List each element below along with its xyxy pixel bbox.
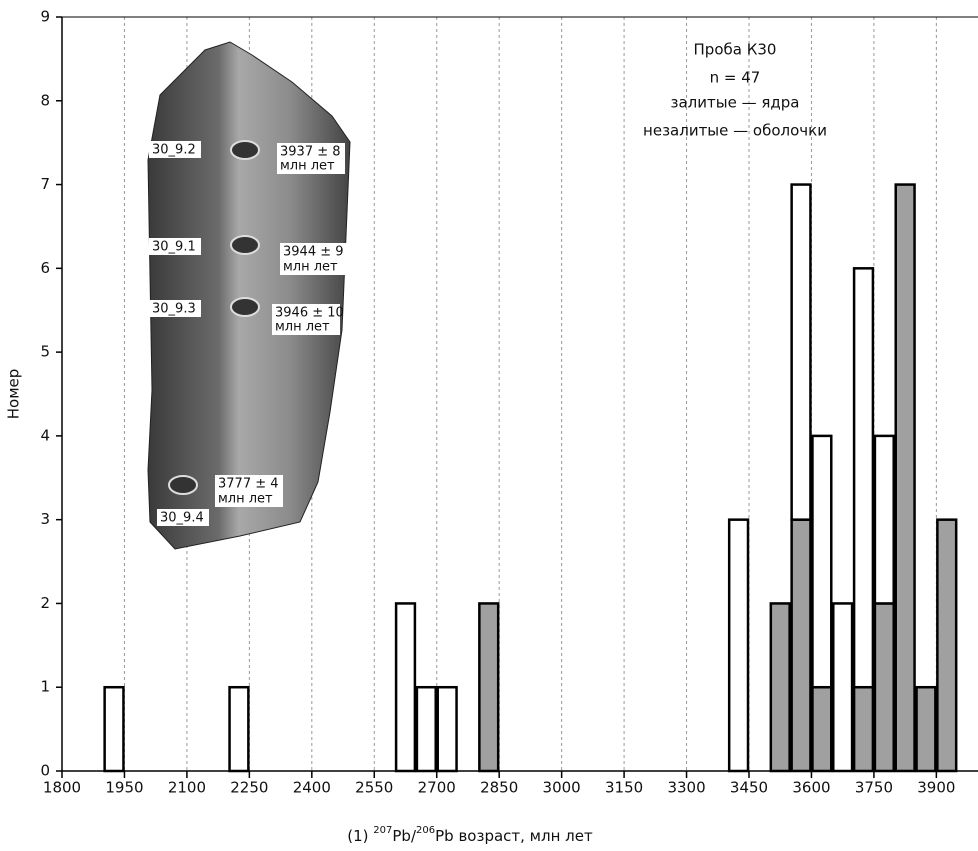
spot-label: млн лет (280, 159, 335, 174)
bar (729, 520, 748, 771)
y-tick-label: 5 (40, 343, 50, 361)
x-axis-label: (1) 207Pb/206Pb возраст, млн лет (347, 825, 593, 845)
annotation: Проба К30 (694, 41, 777, 59)
zircon-image (148, 42, 350, 549)
spot-label: 30_9.4 (160, 511, 204, 526)
y-tick-label: 9 (40, 8, 50, 26)
spot (231, 298, 259, 316)
spot-label: 30_9.3 (152, 302, 196, 317)
x-tick-label: 2400 (293, 779, 331, 797)
spot-label: 30_9.1 (152, 240, 196, 255)
x-tick-label: 3450 (730, 779, 768, 797)
x-tick-label: 2250 (230, 779, 268, 797)
bar (479, 603, 498, 771)
x-tick-label: 2850 (480, 779, 518, 797)
x-axis-label-part: (1) (347, 827, 373, 845)
x-tick-label: 3750 (855, 779, 893, 797)
bar (917, 687, 936, 771)
x-tick-label: 2100 (168, 779, 206, 797)
bar (854, 687, 873, 771)
y-tick-label: 4 (40, 426, 50, 444)
spot (169, 476, 197, 494)
bar (438, 687, 457, 771)
bar (854, 268, 873, 687)
x-tick-label: 3300 (667, 779, 705, 797)
bar (230, 687, 249, 771)
bar (792, 520, 811, 771)
y-tick-label: 8 (40, 91, 50, 109)
y-tick-label: 1 (40, 678, 50, 696)
spot (231, 141, 259, 159)
spot-label: млн лет (275, 320, 330, 335)
x-tick-label: 2700 (418, 779, 456, 797)
annotation: n = 47 (710, 69, 761, 87)
y-tick-label: 2 (40, 594, 50, 612)
spot-label: 30_9.2 (152, 143, 196, 158)
x-tick-label: 3150 (605, 779, 643, 797)
x-tick-label: 2550 (355, 779, 393, 797)
y-axis-label: Номер (5, 369, 23, 420)
annotation: залитые — ядра (671, 94, 800, 112)
chart: 1800195021002250240025502700285030003150… (0, 0, 978, 851)
spot-label: 3944 ± 9 (283, 245, 344, 260)
bar (396, 603, 415, 771)
bar (417, 687, 436, 771)
spot (231, 236, 259, 254)
x-tick-label: 3600 (792, 779, 830, 797)
x-tick-label: 1800 (43, 779, 81, 797)
bar (792, 185, 811, 520)
x-tick-label: 1950 (105, 779, 143, 797)
bar (937, 520, 956, 771)
x-axis-label-part: 206 (416, 825, 435, 836)
y-tick-label: 6 (40, 259, 50, 277)
bar (896, 185, 915, 771)
x-axis-label-part: Pb возраст, млн лет (435, 827, 593, 845)
bar (875, 603, 894, 771)
x-tick-label: 3000 (543, 779, 581, 797)
spot-label: млн лет (283, 260, 338, 275)
x-axis-label-part: Pb/ (392, 827, 417, 845)
bar (833, 603, 852, 771)
y-tick-label: 3 (40, 510, 50, 528)
spot-label: 3777 ± 4 (218, 477, 279, 492)
y-tick-label: 7 (40, 175, 50, 193)
x-tick-label: 3900 (917, 779, 955, 797)
annotation: незалитые — оболочки (643, 122, 827, 140)
spot-label: млн лет (218, 492, 273, 507)
x-axis-label-part: 207 (373, 825, 392, 836)
bar (812, 436, 831, 687)
bar (771, 603, 790, 771)
bar (875, 436, 894, 604)
bar (812, 687, 831, 771)
y-tick-label: 0 (40, 762, 50, 780)
bar (105, 687, 124, 771)
